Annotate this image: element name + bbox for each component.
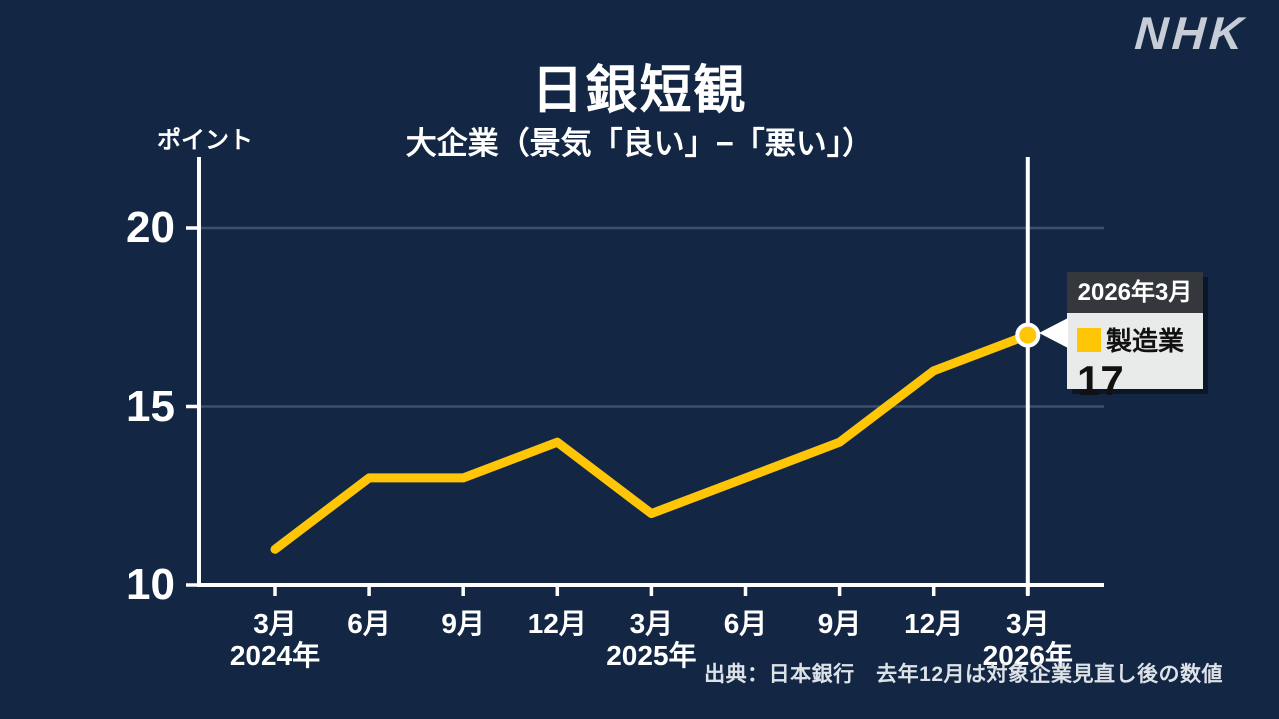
x-year-label: 2026年 [982, 640, 1073, 671]
x-tick-label: 9月 [441, 608, 485, 639]
x-year-label: 2025年 [606, 640, 697, 671]
x-tick-label: 3月 [629, 608, 674, 639]
series-name: 製造業 [1106, 326, 1185, 356]
series-color-swatch-icon [1077, 327, 1101, 352]
x-tick-label: 12月 [527, 608, 587, 639]
chart-title: 日銀短観 [531, 62, 748, 120]
x-year-label: 2024年 [229, 640, 321, 671]
source-note: 出典：日本銀行 去年12月は対象企業見直し後の数値 [704, 663, 1223, 686]
callout-arrow-icon [1039, 318, 1068, 348]
y-tick-label: 20 [126, 203, 175, 252]
chart-subtitle: 大企業（景気「良い」−「悪い」） [405, 126, 874, 161]
x-tick-label: 9月 [817, 608, 862, 639]
x-tick-label: 6月 [347, 608, 391, 639]
y-tick-label: 15 [126, 381, 175, 431]
highlight-dot [1015, 322, 1041, 348]
data-line-manufacturing [270, 330, 1033, 554]
highlight-value: 17 [1077, 357, 1124, 404]
x-tick-label: 12月 [904, 608, 964, 639]
callout-body: 製造業 17 [1067, 313, 1203, 402]
y-axis-unit-label: ポイント [157, 127, 253, 154]
callout-series-row: 製造業 [1077, 321, 1195, 358]
callout-date: 2026年3月 [1067, 272, 1203, 313]
x-tick-label: 3月 [1006, 608, 1050, 639]
data-callout: 2026年3月 製造業 17 [1039, 272, 1203, 402]
x-tick-label: 3月 [253, 608, 297, 639]
y-tick-label: 10 [126, 560, 175, 609]
x-tick-label: 6月 [723, 608, 768, 639]
